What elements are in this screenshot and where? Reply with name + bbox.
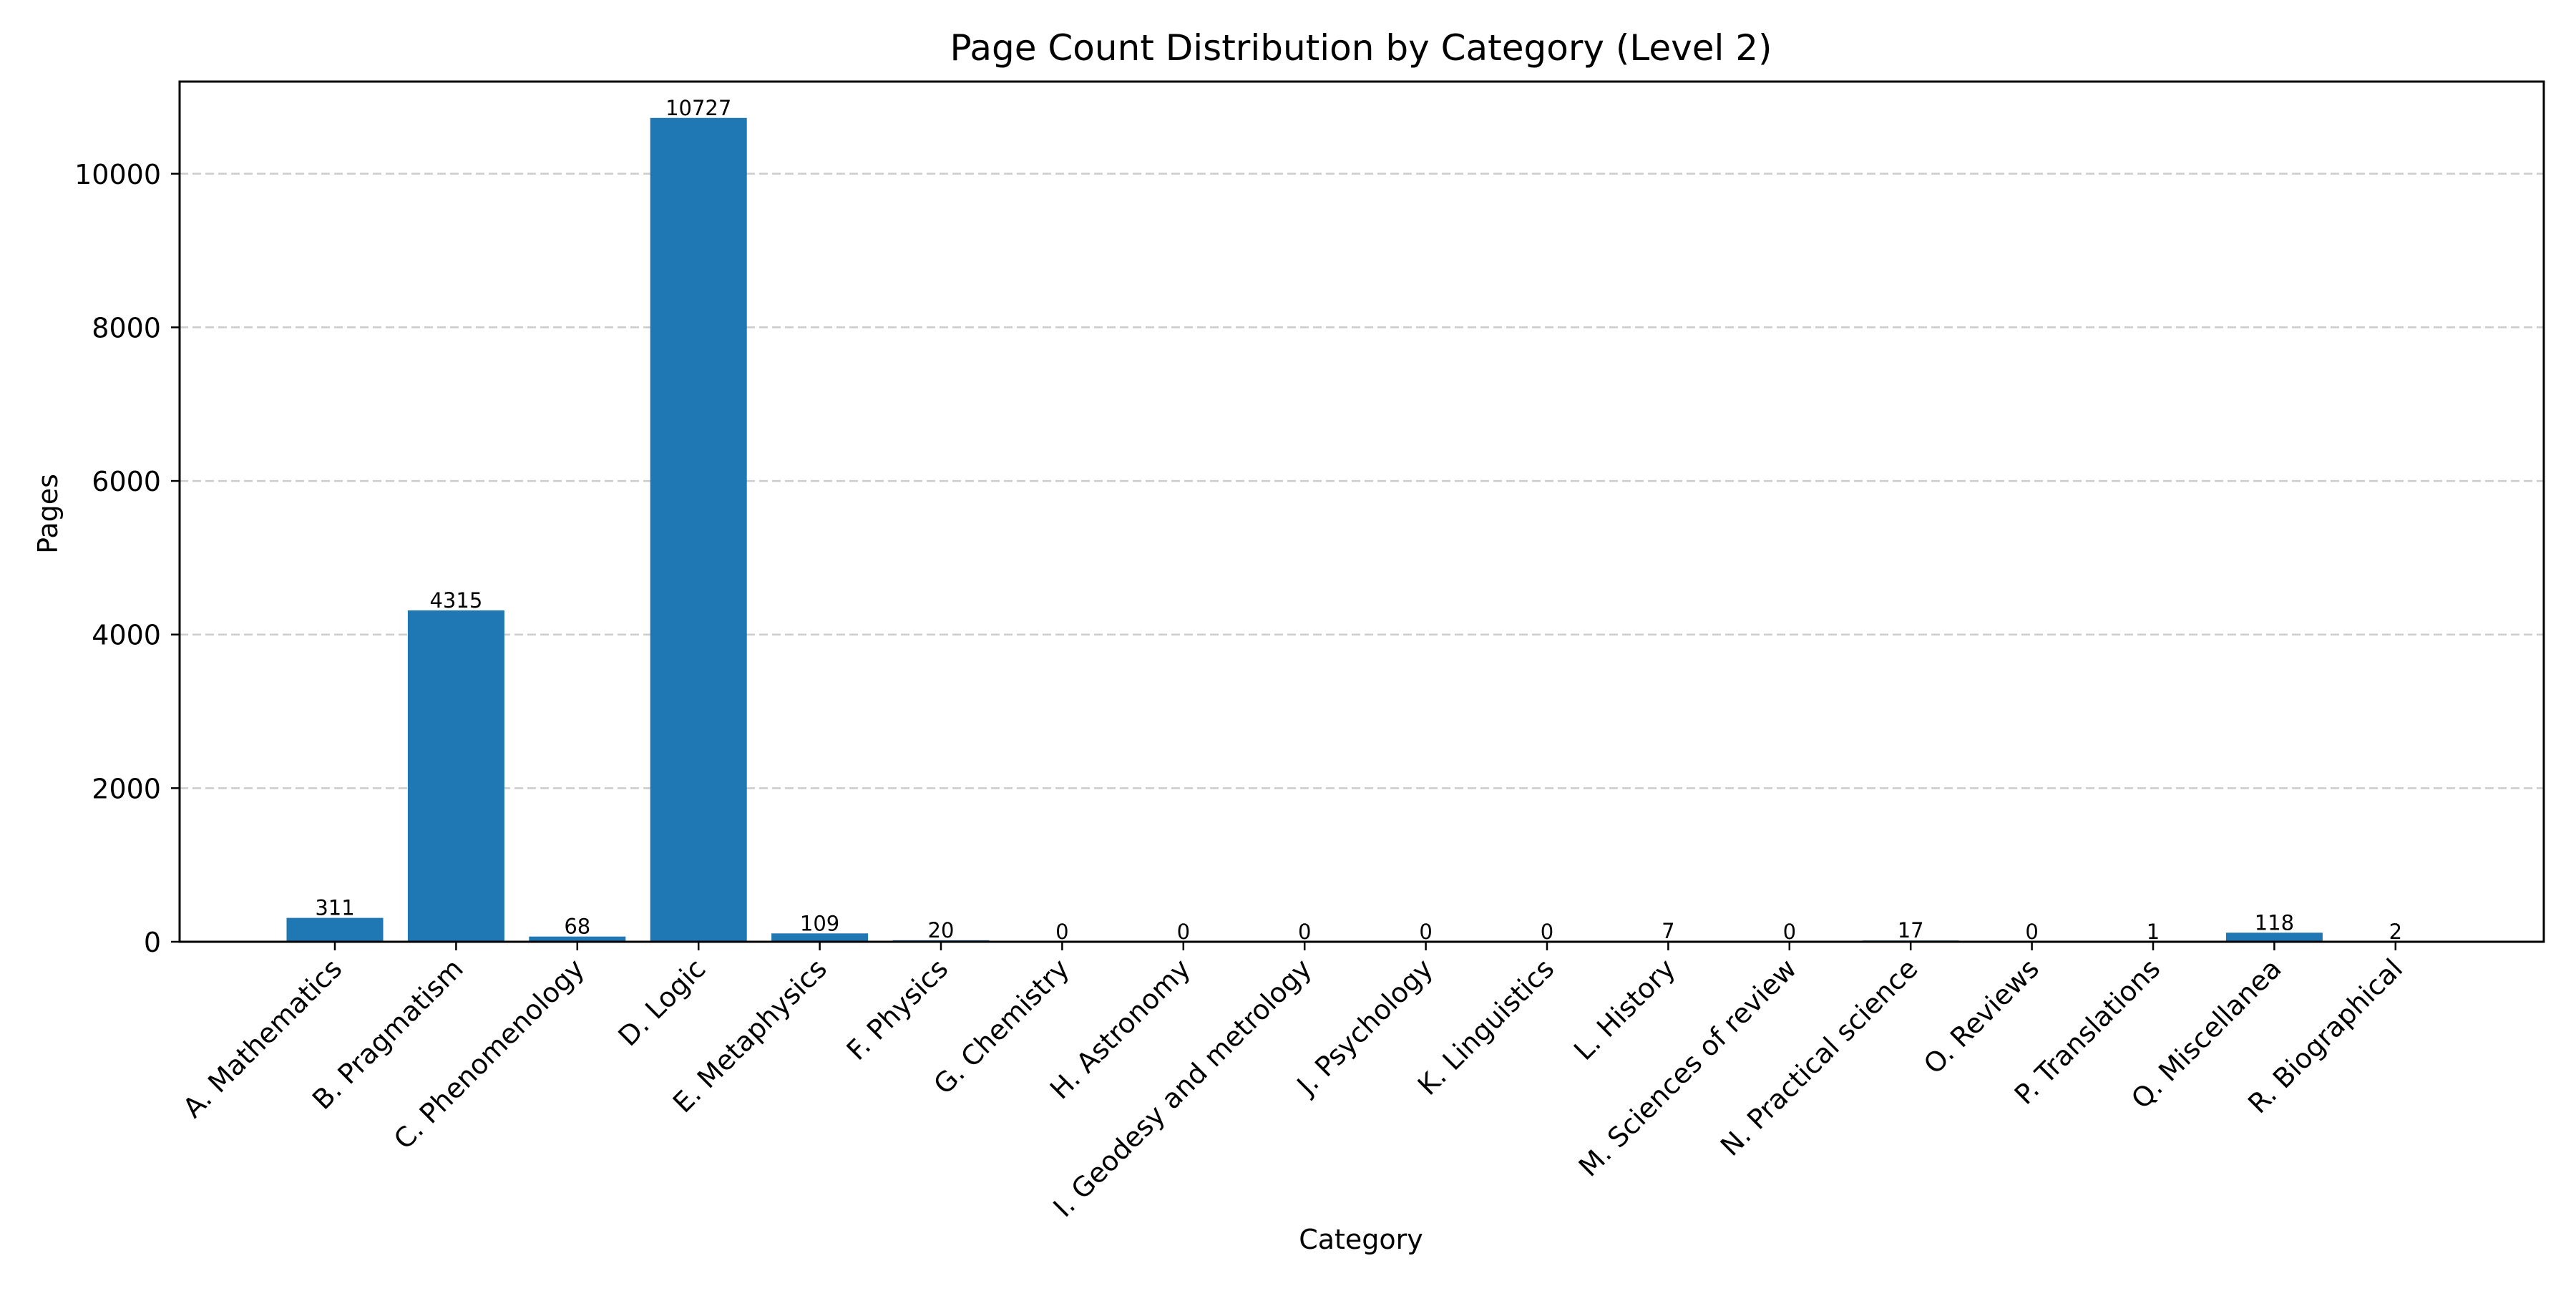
bar-value-label: 20 bbox=[928, 918, 955, 942]
bar-value-label: 0 bbox=[1783, 920, 1796, 944]
bar-value-label: 10727 bbox=[665, 96, 731, 120]
plot-frame bbox=[180, 82, 2544, 942]
bar bbox=[287, 918, 384, 942]
bar bbox=[650, 118, 747, 942]
bar-value-labels: 311 4315 68 10727 109 20 0 0 0 0 0 7 0 17 0 1 118 2 bbox=[315, 96, 2402, 944]
bar-value-label: 7 bbox=[1662, 919, 1674, 943]
bar-value-label: 0 bbox=[1298, 920, 1311, 944]
y-tick-label: 2000 bbox=[92, 773, 161, 804]
bar-value-label: 0 bbox=[1419, 920, 1432, 944]
bar-value-label: 0 bbox=[1177, 920, 1190, 944]
y-axis: 0 2000 4000 6000 8000 10000 bbox=[74, 159, 180, 958]
bar-value-label: 0 bbox=[1055, 920, 1068, 944]
chart-title: Page Count Distribution by Category (Lev… bbox=[950, 27, 1772, 69]
bar-value-label: 4315 bbox=[429, 588, 482, 613]
x-tick-label: I. Geodesy and metrology bbox=[1048, 953, 1318, 1223]
bar-value-label: 68 bbox=[564, 915, 590, 939]
bar-value-label: 0 bbox=[2025, 920, 2038, 944]
bar-value-label: 17 bbox=[1898, 918, 1924, 942]
x-tick-label: M. Sciences of review bbox=[1573, 953, 1802, 1182]
x-tick-label: N. Practical science bbox=[1714, 953, 1924, 1162]
bar-value-label: 311 bbox=[315, 896, 354, 920]
y-tick-label: 6000 bbox=[92, 466, 161, 497]
y-tick-label: 10000 bbox=[74, 159, 161, 190]
y-tick-label: 8000 bbox=[92, 312, 161, 344]
y-tick-label: 0 bbox=[144, 927, 161, 958]
x-axis-label: Category bbox=[1299, 1224, 1423, 1255]
bar-value-label: 109 bbox=[800, 911, 839, 935]
bar-value-label: 118 bbox=[2255, 910, 2294, 935]
y-tick-label: 4000 bbox=[92, 620, 161, 651]
x-tick-label: F. Physics bbox=[841, 953, 955, 1066]
x-tick-label: L. History bbox=[1568, 953, 1682, 1066]
bars bbox=[287, 118, 2444, 942]
bar-value-label: 0 bbox=[1541, 920, 1553, 944]
y-axis-label: Pages bbox=[32, 474, 64, 554]
bar-value-label: 1 bbox=[2147, 920, 2160, 944]
x-tick-label: O. Reviews bbox=[1918, 953, 2045, 1080]
bar bbox=[408, 610, 504, 942]
grid-lines bbox=[180, 174, 2544, 789]
x-tick-label: D. Logic bbox=[612, 953, 711, 1052]
bar-value-label: 2 bbox=[2389, 920, 2402, 944]
